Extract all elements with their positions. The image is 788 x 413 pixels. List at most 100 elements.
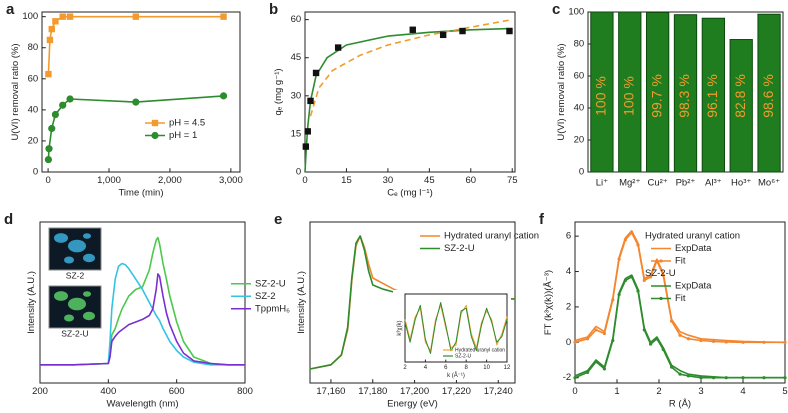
y-tick-label: 2 <box>566 301 571 312</box>
legend-marker <box>659 296 663 301</box>
y-axis-label: U(VI) removal ratio (%) <box>556 43 567 140</box>
marker <box>649 275 653 279</box>
x-tick-label: 17,180 <box>358 386 387 397</box>
marker <box>678 372 682 376</box>
marker <box>586 370 590 374</box>
panel-label: f <box>539 211 545 228</box>
x-tick-label: 1 <box>614 386 619 397</box>
legend-label: TppmH₆ <box>255 303 290 314</box>
y-tick-label: 45 <box>291 52 302 63</box>
x-tick-label: Cu²⁺ <box>647 178 667 189</box>
inset-blob <box>68 297 86 311</box>
x-tick-label: 600 <box>169 386 185 397</box>
series-line <box>574 276 785 379</box>
marker <box>630 275 634 279</box>
marker <box>741 376 745 380</box>
y-tick-label: 40 <box>574 103 585 114</box>
marker <box>48 124 56 133</box>
panel-label: b <box>269 1 278 18</box>
marker <box>623 278 628 282</box>
x-tick-label: Ho³⁺ <box>731 178 751 189</box>
x-axis-label: Energy (eV) <box>387 398 438 409</box>
marker <box>636 289 640 293</box>
series-line <box>40 236 245 366</box>
plot-frame <box>404 293 508 363</box>
marker <box>304 128 311 135</box>
bar <box>590 11 614 173</box>
bar-value-label: 82.8 % <box>732 74 748 118</box>
legend-label: pH = 4.5 <box>169 118 205 129</box>
y-tick-label: -2 <box>563 372 571 383</box>
inset-blob <box>83 253 95 263</box>
x-tick-label: 0 <box>572 386 577 397</box>
y-tick-label: 100 <box>568 7 584 18</box>
marker <box>132 13 140 20</box>
bar-value-label: 98.3 % <box>676 74 692 118</box>
marker <box>602 331 607 336</box>
marker <box>59 13 66 20</box>
y-axis-label: k³χ(k) <box>397 320 403 335</box>
bar-value-label: 99.7 % <box>648 74 664 118</box>
series-line <box>40 273 245 366</box>
inset-blob <box>64 256 74 264</box>
y-tick-label: 0 <box>33 167 38 178</box>
marker <box>642 328 646 332</box>
marker <box>586 337 590 341</box>
marker <box>45 145 53 153</box>
marker <box>48 25 55 33</box>
x-tick-label: 0 <box>45 175 50 186</box>
inset-blob <box>83 233 91 239</box>
legend-label: SZ-2-U <box>255 278 286 289</box>
bar-value-label: 96.1 % <box>704 74 720 118</box>
x-tick-label: 15 <box>341 175 352 186</box>
marker <box>602 367 607 371</box>
marker <box>439 31 447 39</box>
marker <box>220 13 227 20</box>
marker <box>44 155 52 164</box>
x-tick-label: 2 <box>403 365 407 371</box>
inset-blob <box>64 314 74 322</box>
legend-marker <box>151 131 159 140</box>
inset-blob <box>54 233 68 243</box>
inset-blob <box>83 311 95 321</box>
x-tick-label: 17,200 <box>400 386 429 397</box>
marker <box>46 36 54 44</box>
marker <box>636 243 640 247</box>
marker <box>334 44 342 51</box>
marker <box>132 98 140 106</box>
x-tick-label: 10 <box>483 365 490 371</box>
marker <box>506 27 513 35</box>
marker <box>686 374 691 378</box>
marker <box>611 298 615 302</box>
x-tick-label: 5 <box>782 386 787 397</box>
inset-label: SZ-2-U <box>61 328 88 338</box>
marker <box>573 376 577 380</box>
plot-frame <box>304 11 516 173</box>
legend-group-title: Hydrated uranyl cation <box>645 231 740 242</box>
y-tick-label: 80 <box>574 39 585 50</box>
x-tick-label: 0 <box>302 175 307 186</box>
y-axis-label: Intensity (A.U.) <box>26 271 37 334</box>
plot-frame <box>41 11 241 173</box>
x-tick-label: 17,160 <box>316 386 345 397</box>
marker <box>459 27 466 35</box>
marker <box>678 333 682 337</box>
legend-label: Fit <box>675 256 686 267</box>
marker <box>741 340 745 344</box>
x-axis-label: Time (min) <box>118 187 163 198</box>
bar <box>757 13 781 173</box>
marker <box>670 365 674 369</box>
x-tick-label: Al³⁺ <box>705 178 722 189</box>
marker <box>52 18 59 25</box>
bar <box>646 11 670 173</box>
plot-frame <box>309 221 516 384</box>
bar <box>673 14 698 173</box>
plot-frame <box>39 221 246 384</box>
marker <box>783 376 787 380</box>
y-axis-label: qₑ (mg g⁻¹) <box>273 68 284 115</box>
x-tick-label: 800 <box>237 386 253 397</box>
x-tick-label: Mg²⁺ <box>619 178 640 189</box>
x-tick-label: 1,000 <box>97 175 121 186</box>
marker <box>699 376 703 380</box>
legend-label: Hydrated uranyl cation <box>455 347 505 353</box>
